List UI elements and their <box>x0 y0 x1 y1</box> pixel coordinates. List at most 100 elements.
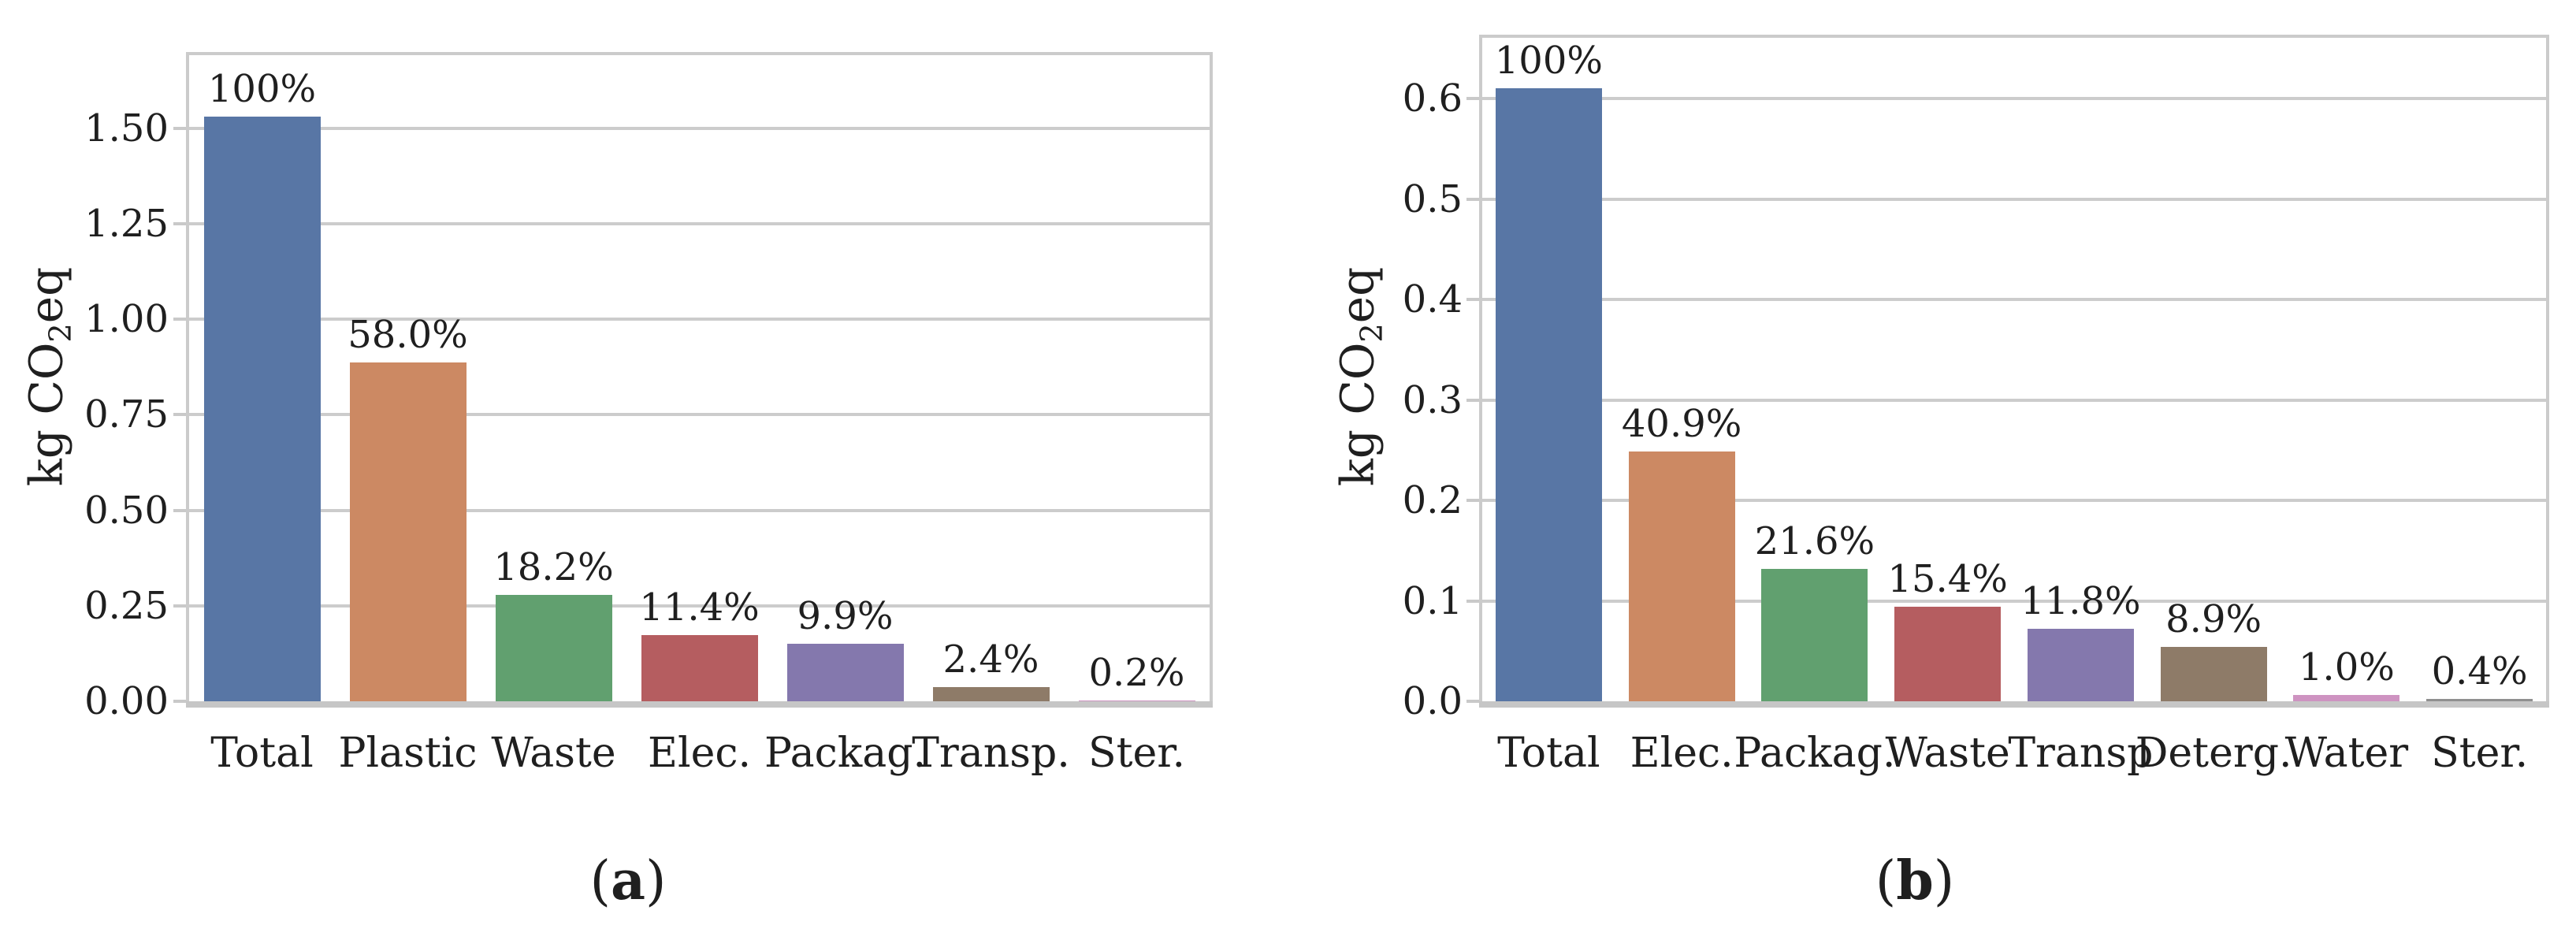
y-tick-label: 0.4 <box>1402 277 1463 321</box>
bar-total <box>1495 88 1602 701</box>
y-tick-label: 0.2 <box>1402 478 1463 522</box>
caption-paren: ( <box>589 850 611 912</box>
axis-spine <box>1479 35 2549 38</box>
y-tick-label: 0.6 <box>1402 76 1463 121</box>
bar-plastic <box>349 362 467 701</box>
y-tick-mark <box>1466 197 1479 201</box>
y-tick-label: 1.00 <box>84 297 169 342</box>
bar-deterg <box>2160 647 2267 701</box>
bar-elec <box>1628 451 1735 701</box>
bar-value-label-packag: 9.9% <box>797 593 894 638</box>
x-tick-label-plastic: Plastic <box>338 730 478 777</box>
bar-value-label-waste: 18.2% <box>493 545 614 590</box>
caption-paren: ( <box>1875 850 1897 912</box>
y-tick-mark <box>1466 700 1479 703</box>
y-axis-label-text: kg CO <box>1330 342 1385 487</box>
gridline <box>189 413 1210 417</box>
x-tick-label-total: Total <box>1497 730 1600 777</box>
bar-value-label-packag: 21.6% <box>1754 518 1875 563</box>
y-tick-label: 0.3 <box>1402 377 1463 422</box>
bar-elec <box>641 634 758 701</box>
bar-packag <box>786 643 904 701</box>
bar-value-label-transp: 2.4% <box>942 637 1039 682</box>
axis-spine <box>1210 52 1213 701</box>
caption-b: (b) <box>1875 849 1955 912</box>
y-tick-mark <box>173 604 186 608</box>
gridline <box>1482 599 2546 603</box>
y-axis-label-subscript: 2 <box>1354 323 1390 343</box>
bar-ster <box>1078 700 1195 701</box>
caption-paren: ) <box>1933 850 1955 912</box>
bar-value-label-total: 100% <box>207 67 317 112</box>
bar-value-label-deterg: 8.9% <box>2165 597 2262 642</box>
x-tick-label-packag: Packag. <box>1734 730 1896 777</box>
axis-spine <box>186 52 1213 55</box>
x-tick-label-elec: Elec. <box>647 730 751 777</box>
bar-packag <box>1761 568 1868 701</box>
gridline <box>189 126 1210 130</box>
x-tick-label-ster: Ster. <box>2431 730 2529 777</box>
gridline <box>1482 298 2546 301</box>
axis-spine <box>186 52 189 701</box>
bar-value-label-total: 100% <box>1494 39 1603 84</box>
y-axis-label-text: eq <box>1330 266 1385 324</box>
axis-spine <box>186 701 1213 708</box>
bar-water <box>2293 695 2400 701</box>
bar-waste <box>495 595 612 701</box>
gridline <box>189 508 1210 512</box>
y-axis-label-b: kg CO2eq <box>1331 267 1390 486</box>
gridline <box>1482 97 2546 100</box>
y-tick-label: 1.25 <box>84 202 169 247</box>
x-tick-label-ster: Ster. <box>1088 730 1185 777</box>
y-tick-mark <box>1466 97 1479 100</box>
y-tick-mark <box>1466 298 1479 301</box>
bar-total <box>203 117 321 701</box>
x-tick-label-waste: Waste <box>1885 730 2010 777</box>
y-tick-mark <box>173 700 186 703</box>
gridline <box>1482 197 2546 201</box>
bar-value-label-elec: 11.4% <box>639 585 760 630</box>
y-tick-label: 0.00 <box>84 679 169 723</box>
gridline <box>1482 499 2546 502</box>
gridline <box>189 222 1210 226</box>
y-axis-label-subscript: 2 <box>43 323 79 343</box>
bar-value-label-ster: 0.2% <box>1088 650 1185 695</box>
gridline <box>189 318 1210 321</box>
y-axis-label-a: kg CO2eq <box>20 267 79 486</box>
bar-transp <box>2027 629 2134 701</box>
x-tick-label-transp: Transp. <box>912 730 1070 777</box>
x-tick-label-deterg: Deterg. <box>2135 730 2292 777</box>
caption-letter: a <box>610 849 646 912</box>
x-tick-label-waste: Waste <box>491 730 616 777</box>
x-tick-label-packag: Packag. <box>764 730 927 777</box>
y-tick-label: 1.50 <box>84 106 169 150</box>
y-tick-label: 0.50 <box>84 488 169 533</box>
x-tick-label-total: Total <box>210 730 314 777</box>
plot-area-a: 100% 58.0% 18.2% 11.4% 9.9% 2.4% 0.2% <box>189 55 1210 701</box>
y-tick-label: 0.75 <box>84 392 169 437</box>
caption-letter: b <box>1896 849 1934 912</box>
y-tick-mark <box>1466 499 1479 502</box>
y-tick-label: 0.0 <box>1402 679 1463 723</box>
axis-spine <box>1479 35 1482 701</box>
y-axis-label-text: eq <box>19 266 73 324</box>
x-tick-label-transp: Transp <box>2008 730 2154 777</box>
y-tick-label: 0.1 <box>1402 578 1463 623</box>
y-tick-mark <box>1466 599 1479 603</box>
bar-value-label-plastic: 58.0% <box>348 313 468 358</box>
bar-value-label-transp: 11.8% <box>2020 579 2141 624</box>
axis-spine <box>2546 35 2549 701</box>
y-tick-label: 0.25 <box>84 583 169 628</box>
bar-value-label-waste: 15.4% <box>1887 557 2008 602</box>
bar-ster <box>2426 699 2533 701</box>
y-tick-mark <box>173 126 186 130</box>
y-tick-mark <box>173 222 186 226</box>
gridline <box>189 604 1210 608</box>
x-tick-label-water: Water <box>2284 730 2409 777</box>
y-tick-mark <box>173 318 186 321</box>
bar-waste <box>1894 607 2002 701</box>
bar-value-label-elec: 40.9% <box>1621 401 1742 446</box>
